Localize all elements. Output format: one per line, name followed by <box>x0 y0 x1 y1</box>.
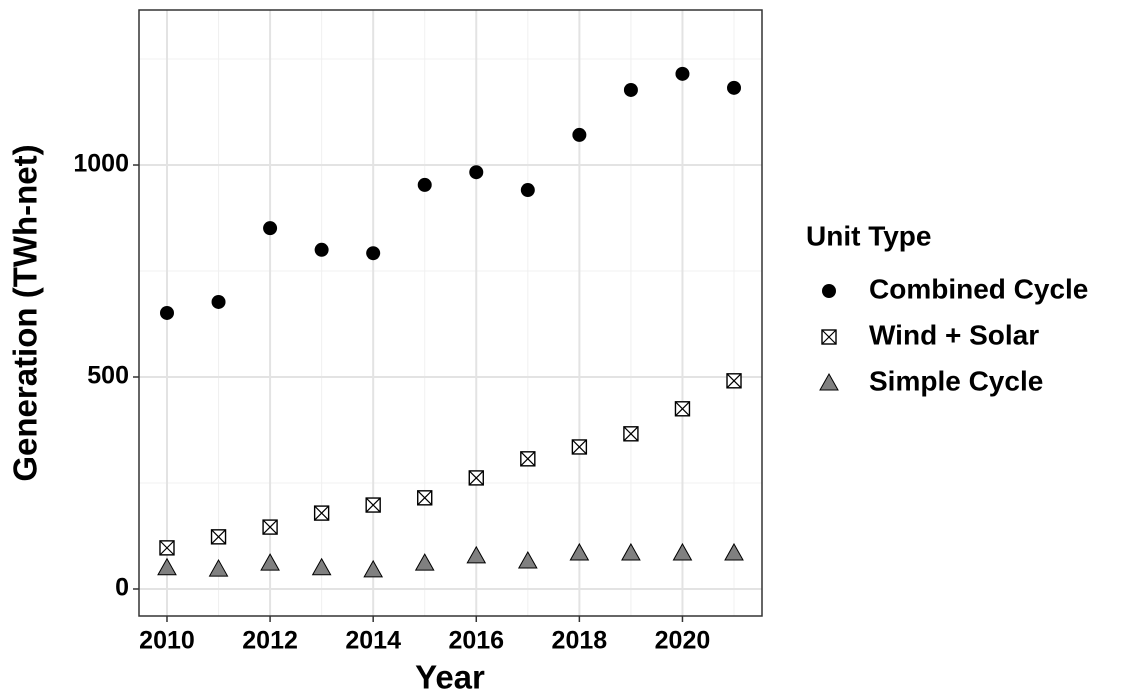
point <box>208 559 229 577</box>
point <box>621 542 641 561</box>
point-cross <box>211 529 226 545</box>
point <box>157 557 177 576</box>
x-tick-label: 2016 <box>448 627 504 655</box>
point <box>672 542 693 561</box>
point <box>260 553 280 571</box>
point <box>363 559 384 578</box>
point-cross <box>417 490 433 506</box>
x-tick-label: 2012 <box>242 627 298 655</box>
point <box>572 127 587 142</box>
legend-key <box>822 284 836 298</box>
x-tick-label: 2014 <box>345 627 401 655</box>
y-tick-label: 0 <box>115 574 129 602</box>
point <box>417 177 432 192</box>
x-tick-label: 2010 <box>139 627 195 655</box>
point <box>311 557 332 576</box>
point <box>414 553 435 571</box>
point <box>727 80 742 95</box>
point <box>724 542 744 561</box>
legend-key <box>819 372 839 391</box>
point <box>623 426 639 442</box>
y-tick-label: 1000 <box>73 150 129 178</box>
x-tick-label: 2018 <box>552 627 608 655</box>
legend-label: Simple Cycle <box>869 365 1043 396</box>
point-cross <box>314 505 330 521</box>
point <box>263 221 278 236</box>
plot-panel <box>139 10 762 616</box>
y-tick-label: 500 <box>87 362 129 390</box>
point <box>623 82 638 97</box>
point <box>520 451 536 467</box>
point <box>469 165 484 180</box>
point-cross <box>623 426 639 442</box>
point <box>159 540 175 556</box>
point-cross <box>365 497 381 513</box>
point <box>726 373 742 389</box>
point <box>517 550 538 569</box>
point <box>313 505 330 521</box>
legend-label: Wind + Solar <box>869 319 1039 350</box>
point <box>314 242 329 257</box>
x-tick-label: 2020 <box>655 627 711 655</box>
point-cross <box>571 439 587 455</box>
point-cross <box>821 329 837 345</box>
x-axis-title: Year <box>415 659 485 696</box>
y-axis-title: Generation (TWh-net) <box>7 144 44 481</box>
point <box>159 305 174 320</box>
point <box>520 183 535 198</box>
point <box>211 294 226 309</box>
point-cross <box>468 470 484 486</box>
point <box>466 545 487 564</box>
point <box>365 497 381 513</box>
point-cross <box>675 401 690 417</box>
legend-key <box>821 329 837 345</box>
point-cross <box>159 540 175 556</box>
point-cross <box>262 519 278 535</box>
point-cross <box>520 451 536 467</box>
point-cross <box>726 373 742 389</box>
legend-title: Unit Type <box>806 220 931 251</box>
point <box>366 246 381 261</box>
point <box>468 470 484 486</box>
point <box>571 439 588 455</box>
point <box>210 529 227 545</box>
plot-border <box>138 9 763 617</box>
point <box>674 401 691 417</box>
point <box>675 66 690 81</box>
point <box>262 519 278 535</box>
point <box>417 490 433 506</box>
point <box>569 542 590 561</box>
legend-label: Combined Cycle <box>869 273 1088 304</box>
